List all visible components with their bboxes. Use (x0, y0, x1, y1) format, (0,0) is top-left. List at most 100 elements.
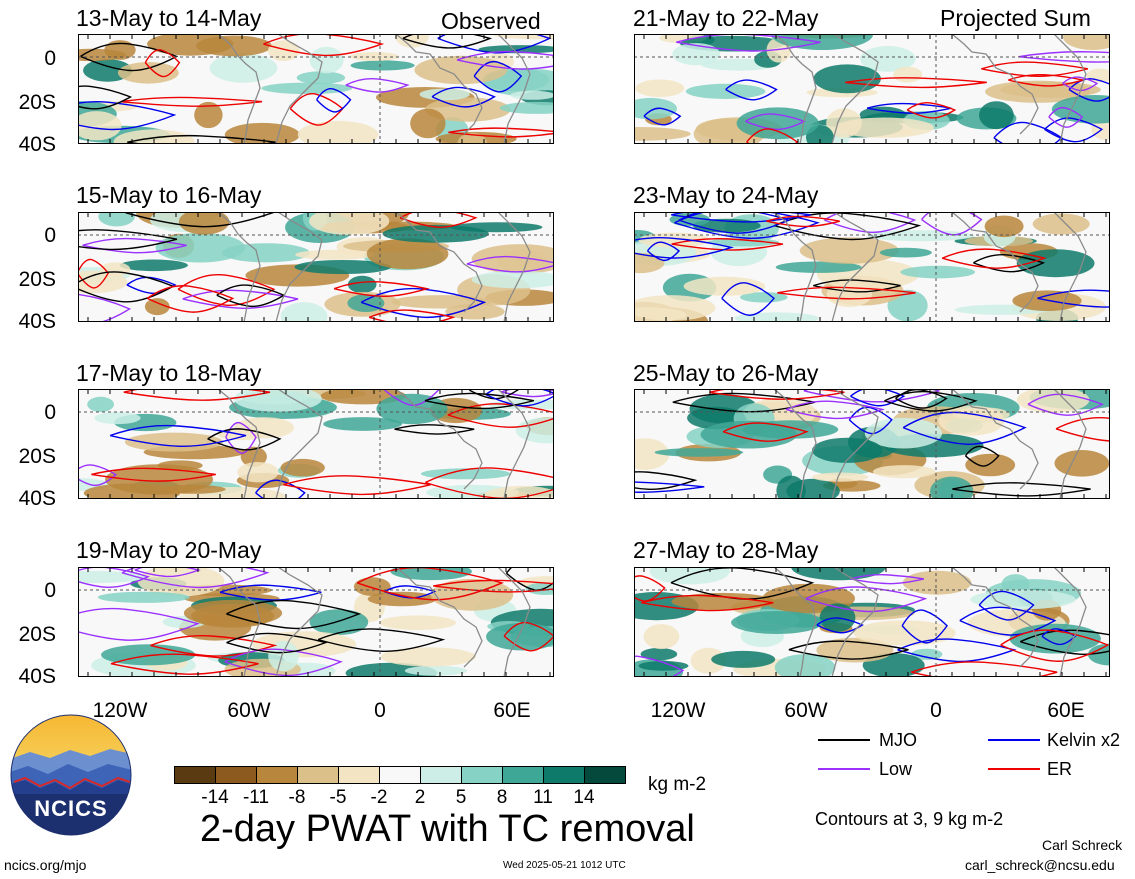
map-frame (634, 567, 1110, 677)
pwat-anomaly-blob (137, 567, 225, 597)
lat-label: 40S (18, 665, 56, 688)
pwat-anomaly-blob (78, 111, 122, 141)
colorbar-swatch (338, 766, 380, 784)
timestamp: Wed 2025-05-21 1012 UTC (503, 860, 626, 871)
wave-contour (906, 102, 957, 119)
author-email[interactable]: carl_schreck@ncsu.edu (965, 857, 1115, 873)
africa-coastline (395, 567, 531, 677)
wave-contour (226, 599, 362, 630)
pwat-anomaly-blob (965, 453, 1016, 477)
pwat-anomaly-blob (774, 654, 836, 677)
wave-contour (466, 255, 554, 273)
wave-contour (402, 34, 493, 49)
lon-label: 0 (930, 699, 942, 722)
map-field (78, 389, 554, 499)
pwat-anomaly-blob (690, 647, 727, 674)
colorbar-swatch (461, 766, 503, 784)
wave-contour (813, 279, 901, 293)
pwat-anomaly-blob (267, 40, 300, 62)
observed-column-label: Observed (441, 8, 541, 34)
wave-contour (82, 237, 187, 254)
pwat-anomaly-blob (480, 485, 554, 499)
wave-contour (110, 653, 259, 675)
pwat-anomaly-blob (1087, 643, 1110, 666)
wave-contour (456, 50, 554, 70)
low-legend-line (818, 768, 870, 770)
colorbar-tick-label: -14 (201, 787, 229, 808)
wave-contour (643, 107, 682, 126)
pwat-anomaly-blob (775, 261, 862, 273)
wave-contour (978, 590, 1035, 621)
map-field (634, 389, 1110, 499)
wave-contour (674, 212, 820, 239)
mjo-legend-line (818, 739, 870, 741)
map-field (634, 34, 1110, 144)
ncics-logo[interactable]: NCICS (10, 714, 132, 836)
pwat-anomaly-blob (237, 462, 279, 483)
south-america-coastline (217, 34, 323, 144)
wave-contour (78, 607, 200, 641)
map-panel (78, 567, 554, 677)
south-america-coastline (217, 567, 323, 677)
lat-label: 20S (18, 445, 56, 468)
pwat-anomaly-blob (97, 591, 190, 603)
pwat-anomaly-blob (740, 292, 788, 303)
pwat-anomaly-blob (812, 437, 883, 463)
south-america-coastline (217, 389, 323, 499)
pwat-anomaly-blob (124, 432, 224, 452)
panel-title: 15-May to 16-May (76, 182, 262, 208)
south-america-coastline (773, 34, 879, 144)
wave-contour (78, 229, 178, 251)
pwat-anomaly-blob (294, 260, 391, 274)
wave-contour (263, 34, 385, 57)
pwat-anomaly-blob (970, 589, 1076, 610)
pwat-anomaly-blob (930, 476, 974, 499)
africa-coastline (951, 567, 1087, 677)
pwat-anomaly-blob (94, 412, 141, 425)
africa-coastline (395, 212, 531, 322)
pwat-anomaly-blob (98, 212, 135, 227)
lat-label: 20S (18, 623, 56, 646)
pwat-anomaly-blob (309, 212, 390, 235)
map-panel (78, 212, 554, 322)
colorbar-tick-label: 14 (573, 787, 595, 808)
map-field (78, 34, 554, 144)
pwat-anomaly-blob (105, 464, 214, 495)
pwat-anomaly-blob (309, 609, 369, 635)
pwat-anomaly-blob (425, 97, 511, 122)
pwat-anomaly-blob (864, 417, 942, 449)
pwat-anomaly-blob (671, 592, 775, 611)
wave-contour (468, 389, 520, 400)
lat-label: 40S (18, 133, 56, 156)
wave-contour (1000, 629, 1110, 662)
pwat-anomaly-blob (860, 46, 916, 72)
lon-label: 60E (493, 699, 531, 722)
panel-title: 27-May to 28-May (633, 537, 819, 563)
wave-contour (384, 585, 437, 599)
pwat-anomaly-blob (323, 417, 402, 431)
panel-title: 13-May to 14-May (76, 5, 262, 31)
wave-contour (80, 42, 179, 72)
website-link[interactable]: ncics.org/mjo (4, 857, 87, 873)
pwat-anomaly-blob (347, 294, 385, 312)
wave-contour (722, 422, 809, 442)
wave-contour (219, 584, 322, 601)
pwat-anomaly-blob (414, 55, 508, 85)
pwat-anomaly-blob (119, 259, 188, 272)
wave-contour (150, 635, 278, 657)
pwat-anomaly-blob (979, 101, 1014, 130)
pwat-anomaly-blob (731, 611, 823, 634)
pwat-anomaly-blob (776, 475, 806, 499)
pwat-anomaly-blob (1051, 95, 1110, 124)
africa-coastline (951, 212, 1087, 322)
map-panel (634, 567, 1110, 677)
africa-coastline (951, 389, 1087, 499)
south-america-coastline (773, 389, 879, 499)
wave-contour (671, 237, 784, 251)
pwat-anomaly-blob (834, 117, 934, 138)
colorbar-tick-label: -8 (288, 787, 306, 808)
wave-contour (952, 482, 1091, 497)
wave-contour (424, 392, 535, 410)
wave-contour (803, 389, 940, 403)
pwat-anomaly-blob (367, 591, 437, 607)
